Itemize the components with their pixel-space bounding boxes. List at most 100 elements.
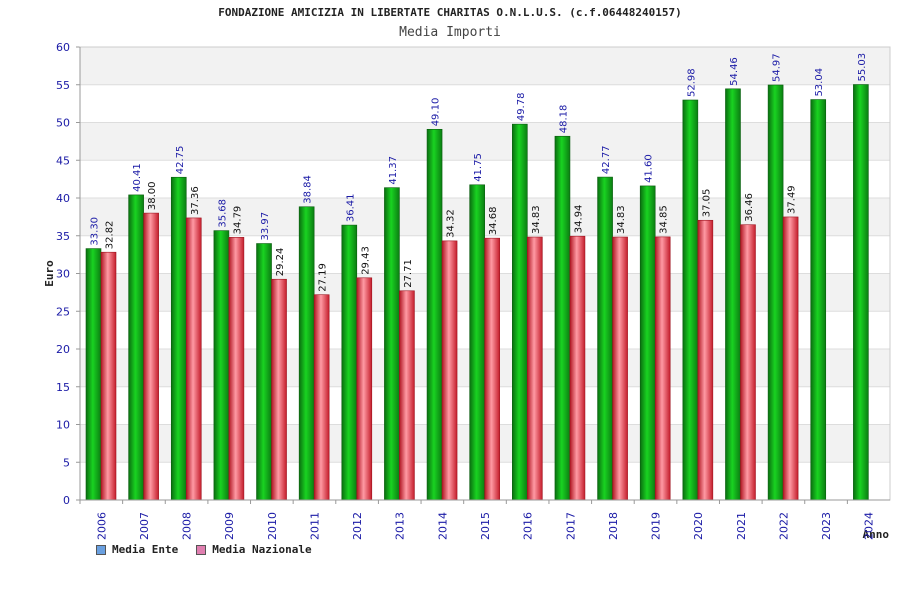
x-tick-label: 2007 — [138, 512, 151, 540]
y-tick-label: 5 — [63, 456, 70, 469]
bar-media-ente-2014 — [426, 128, 443, 501]
bar-media-ente-2007 — [128, 194, 144, 501]
data-label: 55.03 — [857, 53, 868, 82]
data-label: 42.77 — [601, 145, 612, 174]
bar-media-ente-2024 — [853, 84, 869, 501]
chart-title: FONDAZIONE AMICIZIA IN LIBERTATE CHARITA… — [218, 6, 682, 19]
data-label: 34.79 — [232, 206, 243, 235]
x-tick-label: 2015 — [479, 512, 492, 540]
bar-media-ente-2015 — [469, 184, 485, 501]
bar-media-ente-2020 — [682, 99, 699, 501]
legend: Media Ente Media Nazionale — [96, 543, 312, 556]
data-label: 35.68 — [217, 199, 228, 228]
data-label: 33.97 — [260, 212, 271, 241]
y-tick-label: 50 — [56, 117, 70, 130]
data-label: 34.83 — [531, 205, 542, 234]
data-label: 36.41 — [345, 193, 356, 222]
bar-media-nazionale-2022 — [782, 216, 799, 501]
x-axis-label: Anno — [863, 528, 890, 541]
y-tick-label: 30 — [56, 268, 70, 281]
data-label: 34.32 — [446, 209, 457, 238]
legend-item-media-ente: Media Ente — [96, 543, 178, 556]
data-label: 36.46 — [744, 193, 755, 222]
bar-media-ente-2009 — [213, 230, 230, 501]
x-tick-label: 2010 — [266, 512, 279, 540]
data-label: 54.46 — [729, 57, 740, 86]
chart-subtitle: Media Importi — [399, 25, 501, 40]
data-label: 27.71 — [403, 259, 414, 288]
bar-media-nazionale-2007 — [143, 212, 159, 501]
bar-media-ente-2017 — [554, 135, 571, 501]
bar-media-nazionale-2006 — [100, 251, 117, 501]
data-label: 29.43 — [360, 246, 371, 275]
y-tick-label: 25 — [56, 305, 70, 318]
data-label: 27.19 — [318, 263, 329, 292]
bar-media-ente-2023 — [810, 99, 827, 501]
axes-layer: 0 5 10 15 20 25 30 35 40 45 50 55 60 Euro Anno 2006 2007… — [43, 41, 891, 541]
data-label: 37.05 — [701, 189, 712, 218]
data-label: 41.60 — [644, 154, 655, 183]
data-label: 54.97 — [772, 53, 783, 82]
data-label: 33.30 — [90, 217, 101, 246]
x-tick-label: 2024 — [863, 512, 876, 540]
bar-media-nazionale-2016 — [527, 236, 543, 501]
grid-band — [80, 122, 890, 161]
data-label: 38.84 — [303, 175, 314, 204]
data-label: 34.83 — [616, 205, 627, 234]
data-label: 42.75 — [175, 146, 186, 175]
x-tick-label: 2020 — [692, 512, 705, 540]
bar-media-ente-2008 — [170, 176, 187, 501]
y-tick-label: 40 — [56, 192, 70, 205]
x-tick-label: 2017 — [564, 512, 577, 540]
bar-media-ente-2022 — [767, 84, 784, 501]
y-tick-label: 20 — [56, 343, 70, 356]
bar-media-ente-2011 — [298, 206, 315, 501]
x-tick-label: 2012 — [351, 512, 364, 540]
legend-swatch-media-nazionale — [196, 544, 207, 555]
data-label: 38.00 — [147, 181, 158, 210]
x-tick-label: 2006 — [95, 512, 108, 540]
grid-band — [80, 47, 890, 85]
legend-item-media-nazionale: Media Nazionale — [196, 543, 312, 556]
data-label: 53.04 — [814, 68, 825, 97]
y-tick-label: 45 — [56, 154, 70, 167]
bar-media-nazionale-2017 — [569, 235, 586, 501]
bar-media-ente-2018 — [597, 176, 613, 501]
data-label: 49.10 — [431, 98, 442, 127]
bar-media-nazionale-2012 — [356, 277, 373, 501]
x-tick-label: 2019 — [650, 512, 663, 540]
legend-label-media-nazionale: Media Nazionale — [212, 543, 312, 556]
bar-media-ente-2010 — [256, 243, 272, 501]
data-label: 37.49 — [787, 185, 798, 214]
x-tick-label: 2008 — [181, 512, 194, 540]
bar-media-ente-2013 — [384, 187, 400, 501]
data-label: 34.85 — [659, 205, 670, 234]
x-tick-label: 2016 — [522, 512, 535, 540]
bar-media-ente-2021 — [725, 88, 741, 501]
bar-media-ente-2006 — [85, 248, 102, 501]
y-tick-label: 60 — [56, 41, 70, 54]
legend-label-media-ente: Media Ente — [112, 543, 179, 556]
bar-media-nazionale-2010 — [271, 278, 287, 501]
data-label: 41.37 — [388, 156, 399, 185]
y-tick-label: 10 — [56, 419, 70, 432]
x-tick-label: 2018 — [607, 512, 620, 540]
data-label: 49.78 — [516, 93, 527, 122]
data-label: 37.36 — [190, 186, 201, 215]
x-tick-label: 2021 — [735, 512, 748, 540]
data-label: 29.24 — [275, 248, 286, 277]
bars-layer — [85, 84, 869, 501]
bar-media-nazionale-2021 — [740, 224, 756, 501]
bar-media-nazionale-2015 — [484, 237, 500, 501]
x-tick-label: 2011 — [308, 512, 321, 540]
bar-media-nazionale-2019 — [654, 236, 671, 501]
x-tick-label: 2014 — [436, 512, 449, 540]
bar-media-nazionale-2014 — [441, 240, 458, 501]
bar-media-nazionale-2020 — [697, 219, 714, 501]
legend-swatch-media-ente — [96, 544, 106, 555]
data-label: 48.18 — [558, 105, 569, 134]
y-tick-label: 35 — [56, 230, 70, 243]
bar-media-nazionale-2009 — [228, 237, 245, 501]
bar-media-ente-2012 — [341, 224, 358, 501]
